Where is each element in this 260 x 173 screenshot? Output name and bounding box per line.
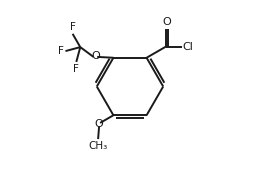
Text: CH₃: CH₃	[88, 141, 108, 151]
Text: F: F	[58, 46, 64, 56]
Text: O: O	[91, 51, 100, 61]
Text: F: F	[70, 22, 76, 32]
Text: O: O	[162, 17, 171, 27]
Text: F: F	[73, 64, 79, 74]
Text: O: O	[94, 119, 103, 129]
Text: Cl: Cl	[183, 42, 194, 52]
